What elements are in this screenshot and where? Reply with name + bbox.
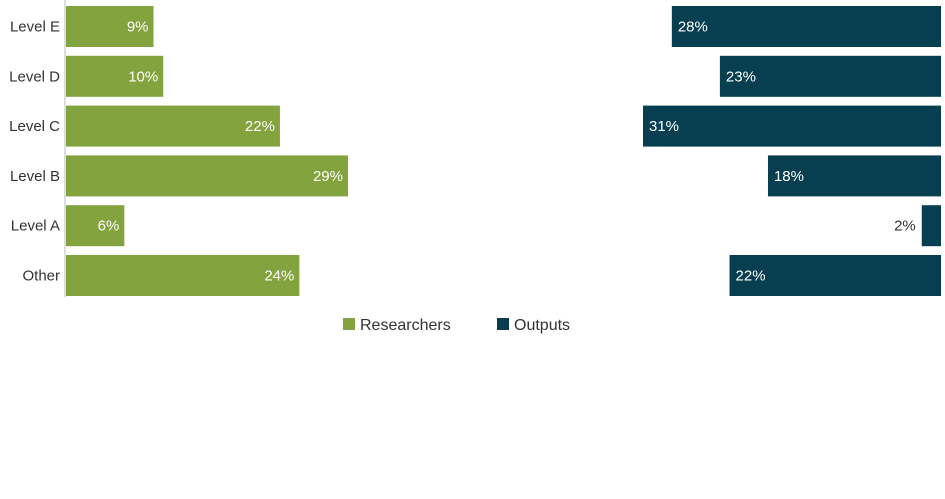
legend-swatch-outputs [497,318,509,330]
legend: Researchers Outputs [343,317,570,334]
outputs-bars: 28% 23% 31% 18% 2% 22% [643,6,941,296]
outputs-value-label-level-b: 18% [774,168,804,185]
outputs-bar-level-a [921,205,941,247]
outputs-value-label-level-e: 28% [678,19,708,36]
outputs-value-label-other: 22% [736,268,766,285]
outputs-bar-other [729,255,941,296]
legend-label-outputs: Outputs [514,317,570,334]
outputs-bar-level-b [767,155,941,197]
category-label-level-c: Level C [9,118,60,135]
researchers-bar-level-a [66,205,125,247]
researchers-bar-level-e [66,6,154,47]
researchers-value-label-level-a: 6% [98,218,120,235]
researchers-bar-level-b [66,155,348,197]
outputs-value-label-level-a: 2% [894,218,916,235]
researchers-value-label-level-d: 10% [128,68,158,85]
outputs-bar-level-d [719,55,941,97]
category-labels: Level E Level D Level C Level B Level A Other [9,19,60,285]
researchers-bar-level-c [66,105,280,147]
outputs-value-label-level-c: 31% [649,118,679,135]
outputs-bar-level-c [643,105,941,147]
researchers-value-label-level-e: 9% [127,19,149,36]
researchers-bar-other [66,255,300,296]
category-label-other: Other [22,268,60,285]
researchers-value-label-other: 24% [264,268,294,285]
category-label-level-b: Level B [10,168,60,185]
category-label-level-e: Level E [10,19,60,36]
category-label-level-d: Level D [9,68,60,85]
outputs-value-label-level-d: 23% [726,68,756,85]
researchers-bar-level-d [66,55,164,97]
outputs-bar-level-e [671,6,941,47]
researchers-value-label-level-b: 29% [313,168,343,185]
legend-label-researchers: Researchers [360,317,451,334]
category-label-level-a: Level A [11,218,60,235]
legend-swatch-researchers [343,318,355,330]
researchers-bars: 9% 10% 22% 29% 6% 24% [66,6,348,296]
researchers-value-label-level-c: 22% [245,118,275,135]
